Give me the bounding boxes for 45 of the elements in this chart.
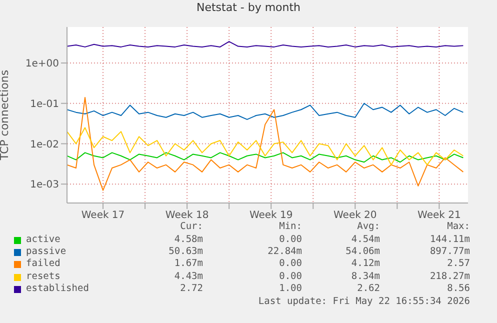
y-tick-label: 1e-01 [30, 98, 59, 110]
legend-label: passive [26, 246, 66, 258]
text: 1.67m [174, 258, 203, 270]
text: Last update: Fri May 22 16:55:34 2026 [258, 296, 470, 307]
text: 22.84m [268, 246, 302, 258]
text: Cur: [180, 221, 203, 232]
text: 144.11m [430, 234, 470, 245]
text: 1.00 [279, 282, 302, 294]
line-series [67, 102, 464, 120]
text: 897.77m [430, 246, 470, 258]
y-tick-label: 1e-02 [30, 139, 59, 150]
text: 2.62 [357, 282, 380, 294]
text: Avg: [357, 221, 380, 232]
text: 4.58m [174, 234, 203, 245]
text: 2.72 [180, 282, 203, 294]
legend-label: resets [26, 270, 60, 282]
legend-label: failed [26, 258, 60, 270]
text: 0.00 [279, 258, 302, 270]
x-tick-label: Week 21 [418, 210, 461, 222]
line-series [67, 96, 464, 191]
text: 50.63m [168, 246, 203, 258]
x-tick-label: Week 18 [165, 210, 209, 222]
line-series [67, 127, 464, 166]
x-tick-label: Week 20 [333, 210, 377, 222]
text: 0.00 [279, 234, 302, 245]
chart-title: Netstat - by month [195, 1, 302, 14]
x-tick-label: Week 17 [81, 210, 125, 222]
text: 0.00 [279, 270, 302, 282]
text: 218.27m [430, 270, 470, 282]
line-series [67, 152, 464, 163]
text: 4.43m [174, 270, 203, 282]
text: Min: [279, 221, 302, 232]
y-axis-title: TCP connections [0, 70, 11, 162]
text: 4.12m [351, 258, 380, 270]
text: 8.56 [447, 282, 470, 294]
legend-label: established [26, 282, 89, 294]
y-tick-label: 1e+00 [25, 58, 59, 70]
text: 2.57 [447, 258, 470, 270]
y-tick-label: 1e-03 [30, 180, 59, 191]
text: 8.34m [351, 270, 380, 282]
x-tick-label: Week 19 [249, 210, 293, 222]
text: Max: [447, 221, 470, 232]
text: 4.54m [351, 234, 380, 245]
text: 54.06m [346, 246, 380, 258]
legend-label: active [26, 234, 60, 245]
